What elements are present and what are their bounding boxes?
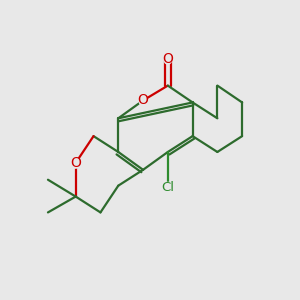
Ellipse shape xyxy=(138,94,148,106)
Text: O: O xyxy=(162,52,173,66)
Ellipse shape xyxy=(163,53,172,65)
Text: O: O xyxy=(138,94,148,107)
Ellipse shape xyxy=(159,182,176,194)
Ellipse shape xyxy=(71,157,80,169)
Text: O: O xyxy=(70,156,81,170)
Text: Cl: Cl xyxy=(161,181,174,194)
